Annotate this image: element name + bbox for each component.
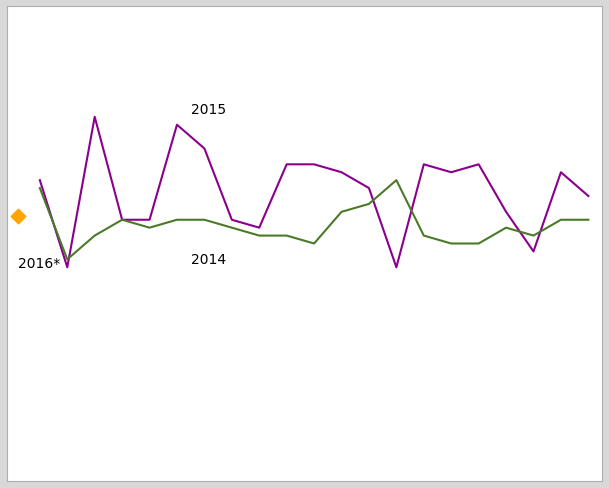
Point bbox=[13, 212, 23, 220]
Text: 2016*: 2016* bbox=[18, 257, 60, 271]
Text: 2014: 2014 bbox=[191, 253, 226, 267]
Text: 2015: 2015 bbox=[191, 102, 226, 117]
